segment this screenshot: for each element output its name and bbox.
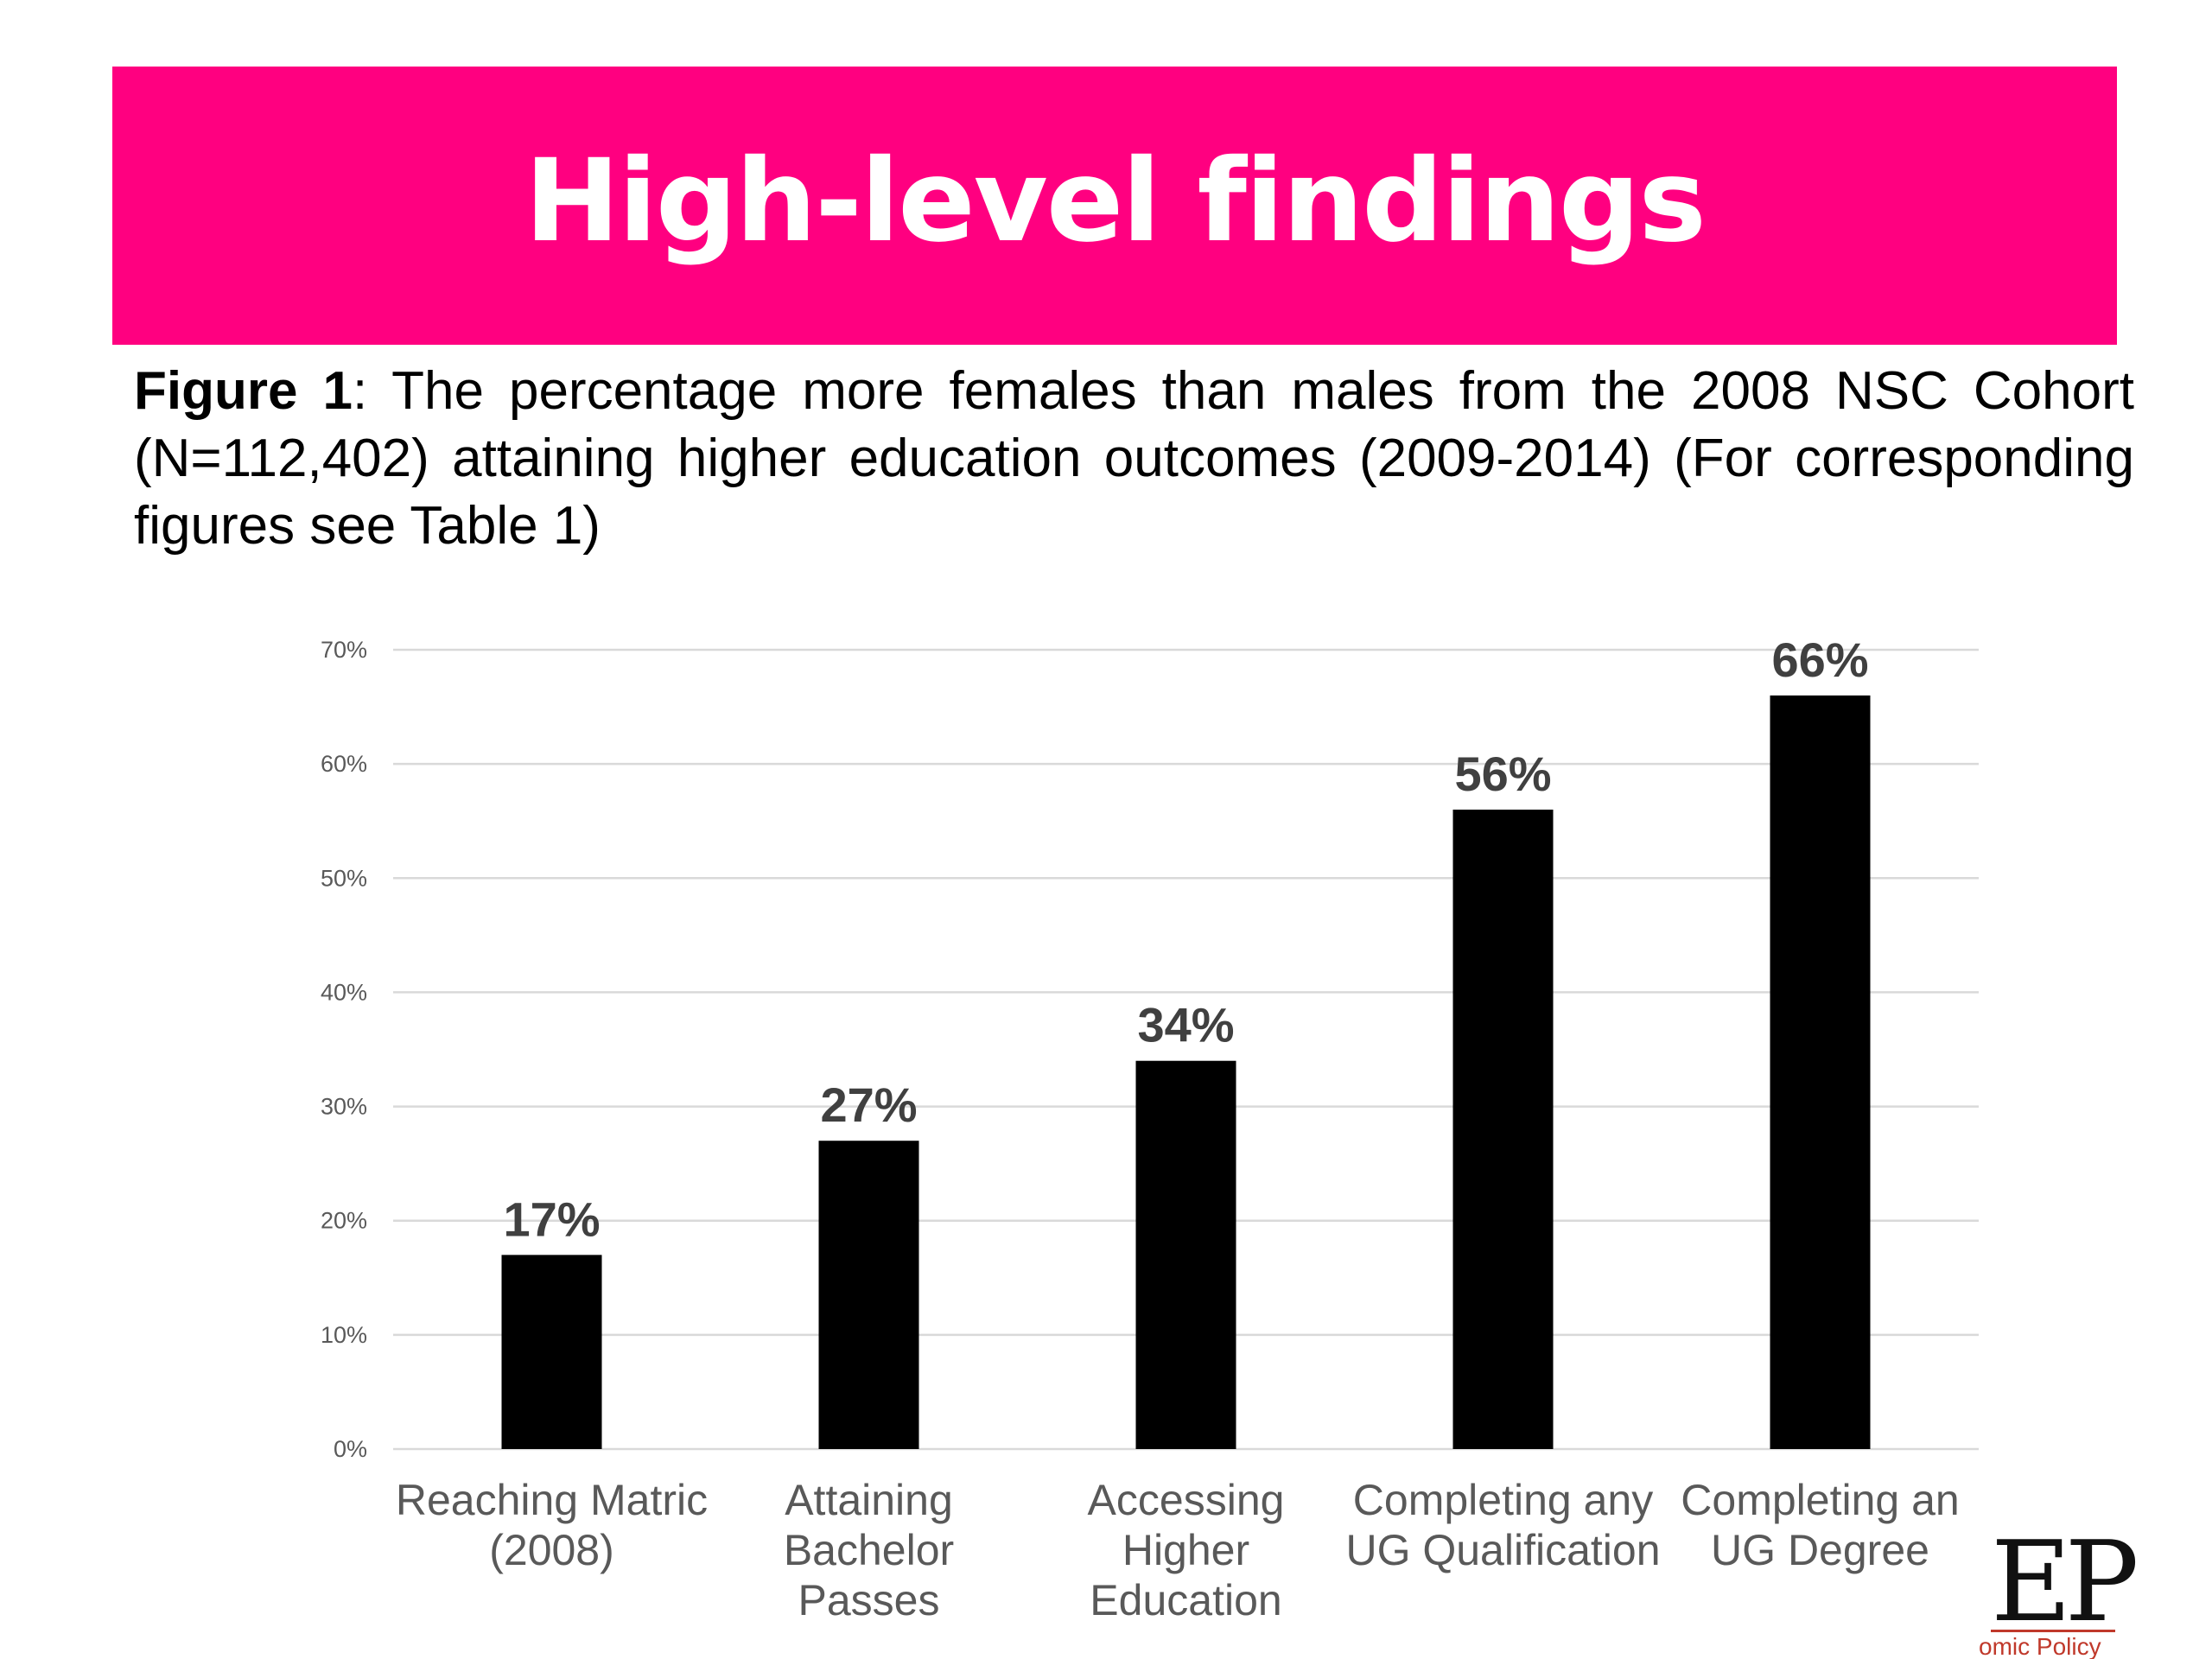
y-tick-label: 50% (321, 865, 367, 891)
x-category-label: Completing any (1353, 1476, 1653, 1524)
x-category-label: Higher (1122, 1526, 1249, 1574)
x-category-label: Completing an (1681, 1476, 1959, 1524)
slide-title: High-level findings (524, 135, 1707, 268)
y-tick-label: 10% (321, 1322, 367, 1348)
x-category-label: Passes (798, 1576, 940, 1624)
y-tick-label: 40% (321, 979, 367, 1005)
bar (1452, 810, 1554, 1449)
y-tick-label: 0% (334, 1436, 367, 1462)
x-category-label: Accessing (1088, 1476, 1285, 1524)
title-banner: High-level findings (112, 67, 2117, 345)
y-tick-label: 30% (321, 1094, 367, 1120)
bar (818, 1141, 919, 1449)
y-tick-label: 20% (321, 1208, 367, 1234)
organization-logo: EP omic Policy (1979, 1528, 2139, 1659)
data-label: 27% (820, 1077, 917, 1132)
y-tick-label: 70% (321, 637, 367, 663)
x-category-label: Bachelor (784, 1526, 954, 1574)
x-category-label: Education (1090, 1576, 1281, 1624)
figure-caption-text: : The percentage more females than males… (134, 361, 2134, 556)
bar (1135, 1060, 1236, 1449)
bar (1770, 695, 1871, 1449)
data-label: 56% (1454, 747, 1551, 801)
x-category-label: (2008) (489, 1526, 614, 1574)
x-category-label: Attaining (785, 1476, 953, 1524)
data-label: 66% (1771, 632, 1868, 687)
x-category-label: Reaching Matric (396, 1476, 708, 1524)
data-label: 34% (1137, 998, 1234, 1052)
logo-divider (1991, 1630, 2115, 1632)
logo-subtitle: omic Policy (1979, 1633, 2101, 1659)
data-label: 17% (503, 1192, 600, 1246)
x-category-label: UG Degree (1711, 1526, 1929, 1574)
logo-mark: EP (1991, 1518, 2139, 1647)
figure-caption-label: Figure 1 (134, 361, 353, 421)
bar (501, 1255, 602, 1449)
figure-caption: Figure 1: The percentage more females th… (134, 358, 2134, 560)
x-category-label: UG Qualification (1345, 1526, 1660, 1574)
y-tick-label: 60% (321, 751, 367, 777)
